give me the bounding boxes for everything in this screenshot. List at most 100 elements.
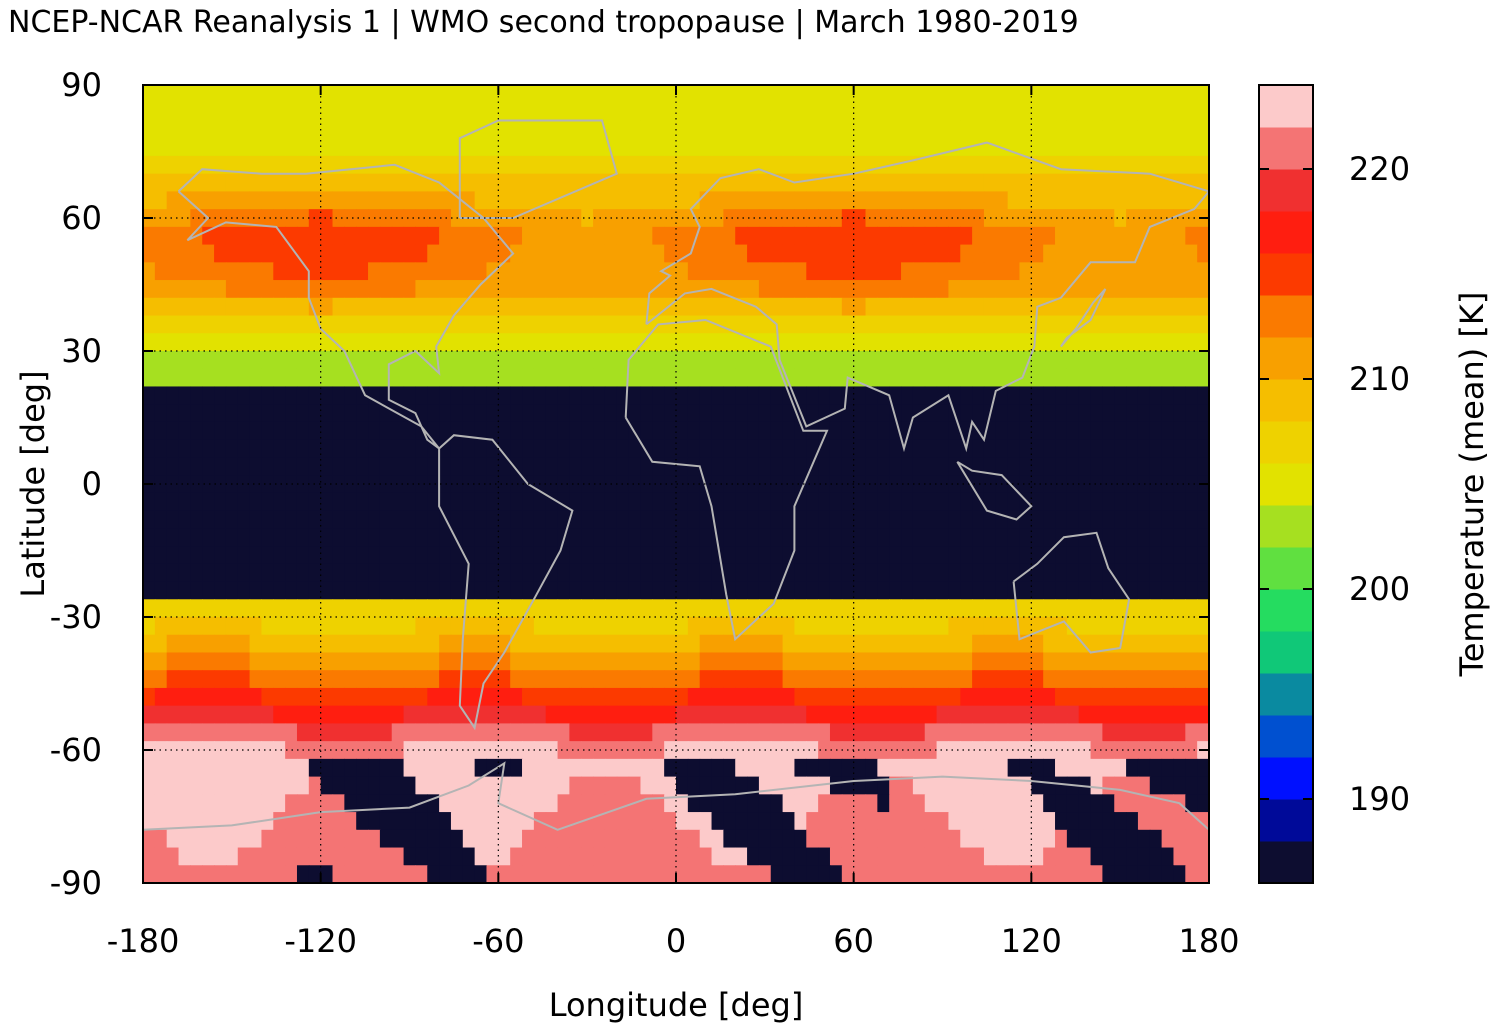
heatmap-cell bbox=[379, 563, 393, 583]
heatmap-cell bbox=[723, 102, 736, 122]
heatmap-cell bbox=[166, 351, 180, 370]
heatmap-cell bbox=[1043, 457, 1056, 476]
heatmap-cell bbox=[841, 829, 855, 849]
heatmap-cell bbox=[166, 439, 180, 458]
x-axis-ticks: -180 -120 -60 0 60 120 180 bbox=[107, 85, 1240, 960]
heatmap-cell bbox=[1102, 776, 1115, 795]
heatmap-cell bbox=[960, 351, 973, 370]
heatmap-cell bbox=[190, 741, 203, 760]
heatmap-cell bbox=[877, 705, 890, 724]
heatmap-cell bbox=[1043, 776, 1056, 795]
heatmap-cell bbox=[806, 563, 819, 583]
heatmap-cell bbox=[1078, 138, 1092, 157]
heatmap-cell bbox=[1149, 262, 1163, 281]
heatmap-cell bbox=[1055, 758, 1068, 778]
heatmap-cell bbox=[664, 581, 677, 600]
heatmap-cell bbox=[1019, 173, 1032, 192]
heatmap-cell bbox=[462, 652, 476, 671]
heatmap-cell bbox=[889, 528, 902, 547]
heatmap-cell bbox=[285, 670, 298, 689]
heatmap-cell bbox=[912, 812, 926, 831]
heatmap-cell bbox=[1031, 705, 1044, 724]
heatmap-cell bbox=[498, 333, 511, 352]
heatmap-cell bbox=[202, 315, 215, 334]
heatmap-cell bbox=[391, 262, 405, 281]
heatmap-cell bbox=[1173, 386, 1186, 405]
heatmap-cell bbox=[1031, 262, 1044, 281]
heatmap-cell bbox=[1019, 155, 1032, 175]
heatmap-cell bbox=[332, 812, 345, 831]
heatmap-cell bbox=[995, 85, 1009, 104]
heatmap-cell bbox=[1149, 315, 1163, 334]
heatmap-cell bbox=[877, 85, 890, 104]
heatmap-cell bbox=[214, 386, 227, 405]
heatmap-cell bbox=[190, 776, 203, 795]
heatmap-cell bbox=[344, 475, 357, 494]
heatmap-cell bbox=[1137, 865, 1151, 883]
heatmap-cell bbox=[1114, 404, 1127, 423]
heatmap-cell bbox=[415, 333, 428, 352]
heatmap-cell bbox=[462, 829, 476, 849]
y-axis-label: Latitude [deg] bbox=[14, 370, 52, 597]
heatmap-cell bbox=[368, 333, 381, 352]
heatmap-cell bbox=[711, 191, 724, 210]
heatmap-cell bbox=[818, 599, 831, 618]
heatmap-cell bbox=[723, 741, 736, 760]
heatmap-cell bbox=[853, 226, 867, 246]
heatmap-cell bbox=[723, 244, 736, 263]
heatmap-cell bbox=[225, 120, 239, 139]
heatmap-cell bbox=[770, 617, 784, 636]
heatmap-cell bbox=[770, 404, 784, 423]
heatmap-cell bbox=[1043, 492, 1056, 512]
heatmap-cell bbox=[960, 510, 973, 529]
heatmap-cell bbox=[368, 865, 381, 883]
heatmap-cell bbox=[1043, 847, 1056, 866]
heatmap-cell bbox=[1185, 315, 1198, 334]
heatmap-cell bbox=[427, 617, 440, 636]
heatmap-cell bbox=[960, 315, 973, 334]
heatmap-cell bbox=[1055, 351, 1068, 370]
heatmap-cell bbox=[1173, 244, 1186, 263]
heatmap-cell bbox=[1043, 794, 1056, 813]
heatmap-cell bbox=[166, 812, 180, 831]
heatmap-cell bbox=[510, 155, 523, 175]
heatmap-cell bbox=[533, 351, 547, 370]
heatmap-cell bbox=[794, 865, 807, 883]
heatmap-cell bbox=[676, 847, 689, 866]
heatmap-cell bbox=[225, 723, 239, 742]
heatmap-cell bbox=[569, 758, 582, 778]
heatmap-cell bbox=[1007, 333, 1021, 352]
heatmap-cell bbox=[154, 528, 168, 547]
heatmap-cell bbox=[533, 457, 547, 476]
heatmap-cell bbox=[912, 351, 926, 370]
heatmap-cell bbox=[1161, 155, 1175, 175]
heatmap-cell bbox=[368, 546, 381, 565]
heatmap-cell bbox=[320, 120, 334, 139]
heatmap-cell bbox=[450, 812, 464, 831]
heatmap-cell bbox=[912, 262, 926, 281]
heatmap-cell bbox=[273, 155, 286, 175]
heatmap-cell bbox=[510, 829, 523, 849]
heatmap-cell bbox=[202, 617, 215, 636]
heatmap-cell bbox=[593, 262, 606, 281]
heatmap-cell bbox=[948, 173, 961, 192]
heatmap-cell bbox=[960, 492, 973, 512]
heatmap-cell bbox=[178, 510, 191, 529]
heatmap-cell bbox=[640, 262, 653, 281]
heatmap-cell bbox=[818, 475, 831, 494]
heatmap-cell bbox=[652, 439, 665, 458]
heatmap-cell bbox=[249, 244, 263, 263]
heatmap-cell bbox=[877, 687, 890, 707]
heatmap-cell bbox=[581, 262, 594, 281]
heatmap-cell bbox=[285, 209, 298, 228]
heatmap-cell bbox=[593, 475, 606, 494]
heatmap-cell bbox=[332, 652, 345, 671]
heatmap-cell bbox=[569, 475, 582, 494]
heatmap-cell bbox=[711, 652, 724, 671]
heatmap-cell bbox=[1078, 351, 1092, 370]
heatmap-cell bbox=[166, 865, 180, 883]
heatmap-cell bbox=[581, 386, 594, 405]
heatmap-cell bbox=[510, 315, 523, 334]
heatmap-cell bbox=[368, 85, 381, 104]
heatmap-cell bbox=[166, 599, 180, 618]
